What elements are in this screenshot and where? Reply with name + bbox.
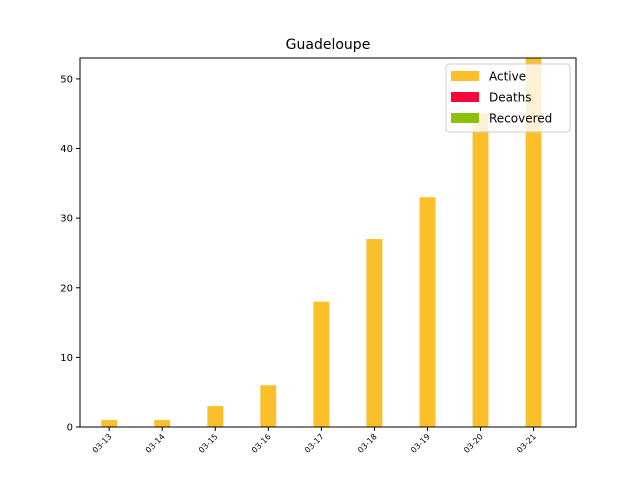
legend: Active Deaths Recovered bbox=[445, 63, 571, 133]
bar-active-03-14 bbox=[154, 420, 171, 427]
chart-title: Guadeloupe bbox=[286, 37, 371, 53]
plot-frame bbox=[79, 57, 577, 428]
bar-active-03-21 bbox=[525, 58, 542, 427]
y-tick-label-20: 20 bbox=[60, 283, 73, 294]
y-tick-label-0: 0 bbox=[67, 423, 73, 434]
legend-label-deaths: Deaths bbox=[489, 91, 532, 105]
legend-swatch-deaths bbox=[451, 92, 479, 102]
bar-active-03-19 bbox=[419, 197, 436, 427]
y-tick-label-50: 50 bbox=[60, 74, 73, 85]
bar-active-03-15 bbox=[207, 406, 224, 427]
legend-label-recovered: Recovered bbox=[489, 112, 552, 126]
bar-active-03-16 bbox=[260, 385, 277, 427]
bar-active-03-13 bbox=[101, 420, 118, 427]
bar-active-03-18 bbox=[366, 239, 383, 427]
y-tick-label-10: 10 bbox=[60, 353, 73, 364]
y-tick-label-30: 30 bbox=[60, 214, 73, 225]
bar-active-03-17 bbox=[313, 301, 330, 427]
y-tick-label-40: 40 bbox=[60, 144, 73, 155]
legend-label-active: Active bbox=[489, 70, 526, 84]
bars-layer bbox=[101, 58, 542, 427]
legend-swatch-active bbox=[451, 71, 479, 81]
bar-active-03-20 bbox=[472, 113, 489, 427]
legend-swatch-recovered bbox=[451, 113, 479, 123]
